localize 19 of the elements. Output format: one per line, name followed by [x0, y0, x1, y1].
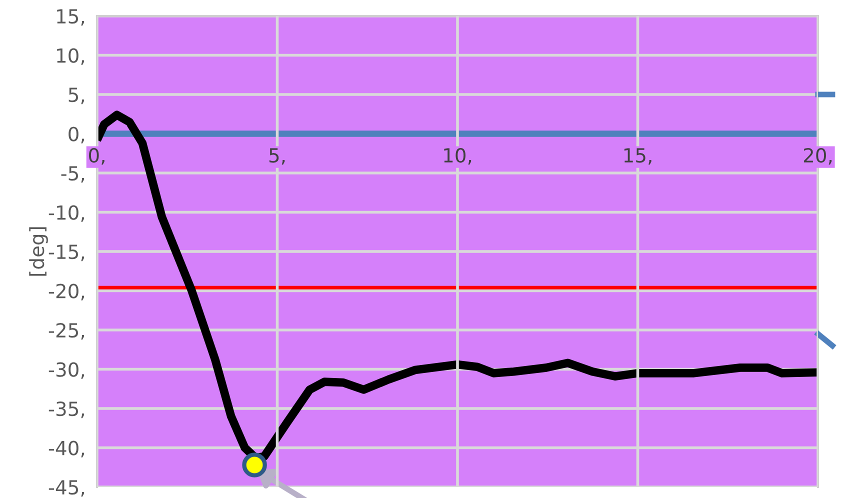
x-tick-label: 15, [624, 148, 652, 165]
x-tick-label: 10, [444, 148, 472, 165]
y-tick-label: 0, [68, 126, 84, 144]
x-tick-label: 5, [269, 148, 285, 165]
x-tick-label: 0, [89, 148, 104, 165]
y-axis-title: [deg] [29, 227, 48, 276]
y-tick-label: -30, [48, 362, 84, 379]
x-tick-label: 20, [804, 148, 832, 165]
y-tick-label: -15, [48, 244, 84, 262]
y-tick-label: -40, [48, 440, 84, 458]
y-tick-label: -10, [48, 205, 84, 222]
y-tick-label: -5, [61, 166, 84, 183]
y-tick-label: -35, [48, 401, 84, 418]
y-tick-label: 15, [57, 9, 84, 26]
y-tick-label: -20, [48, 284, 84, 300]
y-tick-label: 10, [57, 48, 84, 65]
y-tick-label: -45, [48, 480, 84, 497]
y-tick-label: 5, [68, 88, 84, 104]
y-tick-label: -25, [48, 322, 84, 340]
